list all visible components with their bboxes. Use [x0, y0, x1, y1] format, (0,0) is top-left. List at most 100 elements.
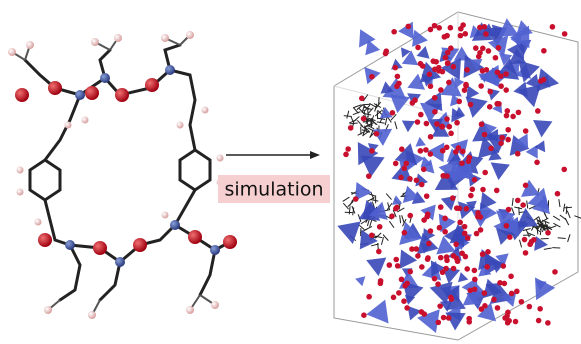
oxygen: [505, 108, 511, 114]
oxygen: [383, 51, 389, 57]
oxygen: [459, 160, 465, 166]
oxygen: [446, 315, 452, 321]
oxygen: [438, 204, 444, 210]
oxygen: [437, 303, 443, 309]
oxygen: [453, 242, 459, 248]
oxygen: [398, 175, 404, 181]
oxygen: [448, 45, 454, 51]
oxygen: [515, 198, 521, 204]
oxygen: [478, 83, 484, 89]
oxygen: [424, 121, 430, 127]
oxygen: [443, 55, 449, 61]
oxygen: [555, 191, 561, 197]
oxygen: [407, 269, 413, 275]
carbon-bond: [567, 211, 570, 218]
tetrahedron: [402, 120, 415, 132]
oxygen: [399, 146, 405, 152]
oxygen: [396, 290, 402, 296]
carbon-bond: [519, 207, 520, 215]
oxygen: [369, 74, 375, 80]
atoms: [337, 18, 581, 333]
oxygen: [348, 125, 354, 131]
oxygen: [415, 253, 421, 259]
oxygen: [541, 77, 547, 83]
oxygen: [466, 319, 472, 325]
oxygen: [505, 137, 511, 143]
oxygen: [445, 60, 451, 66]
carbon-bond: [385, 117, 387, 125]
oxygen: [465, 235, 471, 241]
carbon-bond: [402, 215, 404, 223]
oxygen: [374, 131, 380, 137]
tetrahedron: [466, 96, 488, 117]
oxygen: [448, 131, 454, 137]
oxygen: [393, 257, 399, 263]
oxygen: [491, 297, 497, 303]
oxygen: [467, 288, 473, 294]
oxygen: [359, 96, 365, 102]
oxygen: [415, 45, 421, 51]
oxygen: [486, 48, 492, 54]
oxygen: [482, 303, 488, 309]
oxygen: [541, 48, 547, 54]
oxygen: [415, 119, 421, 125]
tetrahedron: [361, 155, 385, 177]
oxygen: [395, 74, 401, 80]
oxygen: [519, 299, 525, 305]
oxygen: [537, 306, 543, 312]
oxygen: [432, 109, 438, 115]
carbon-bond: [351, 117, 354, 124]
oxygen: [421, 217, 427, 223]
oxygen: [438, 87, 444, 93]
oxygen: [480, 68, 486, 74]
oxygen: [472, 177, 478, 183]
oxygen: [484, 264, 490, 270]
carbon-bond: [559, 199, 560, 207]
oxygen: [369, 148, 375, 154]
oxygen: [366, 294, 372, 300]
tetrahedron: [458, 272, 468, 282]
oxygen: [482, 170, 488, 176]
oxygen: [366, 173, 372, 179]
oxygen: [480, 251, 486, 257]
oxygen: [451, 64, 457, 70]
oxygen: [536, 318, 542, 324]
oxygen: [389, 213, 395, 219]
oxygen: [482, 290, 488, 296]
oxygen: [435, 320, 441, 326]
oxygen: [458, 26, 464, 32]
oxygen: [361, 116, 367, 122]
oxygen: [468, 193, 474, 199]
carbon-bond: [514, 207, 522, 209]
oxygen: [462, 31, 468, 37]
oxygen: [457, 220, 463, 226]
oxygen: [464, 206, 470, 212]
oxygen: [399, 277, 405, 283]
oxygen: [454, 205, 460, 211]
oxygen: [534, 160, 540, 166]
oxygen: [454, 120, 460, 126]
oxygen: [472, 268, 478, 274]
oxygen: [483, 31, 489, 37]
oxygen: [477, 25, 483, 31]
oxygen: [506, 207, 512, 213]
oxygen: [405, 24, 411, 30]
oxygen: [509, 291, 515, 297]
oxygen: [482, 132, 488, 138]
oxygen: [444, 33, 450, 39]
tetrahedron: [535, 277, 555, 300]
oxygen: [345, 146, 351, 152]
oxygen: [464, 67, 470, 73]
oxygen: [464, 266, 470, 272]
oxygen: [479, 121, 485, 127]
carbon-bond: [361, 125, 367, 130]
carbon-bond: [349, 206, 350, 214]
oxygen: [421, 167, 427, 173]
oxygen: [393, 206, 399, 212]
oxygen: [545, 320, 551, 326]
oxygen: [377, 224, 383, 230]
tetrahedron: [366, 258, 386, 277]
oxygen: [387, 262, 393, 268]
oxygen: [513, 319, 519, 325]
oxygen: [440, 270, 446, 276]
